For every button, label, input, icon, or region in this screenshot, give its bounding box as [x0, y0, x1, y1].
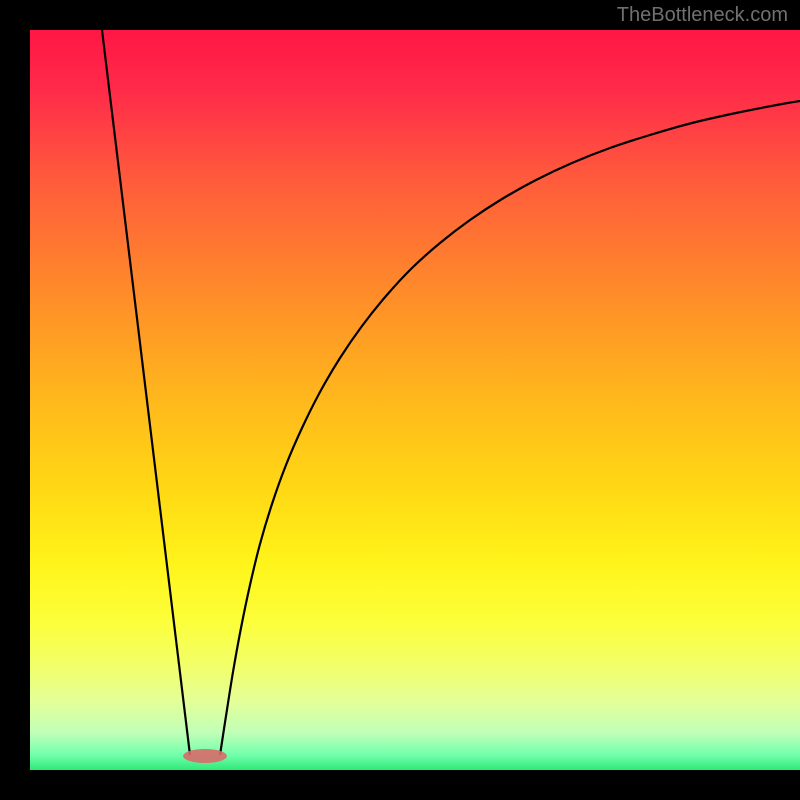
bottleneck-chart [0, 0, 800, 800]
minimum-marker [183, 749, 227, 763]
gradient-background [30, 30, 800, 770]
chart-container: TheBottleneck.com [0, 0, 800, 800]
watermark-text: TheBottleneck.com [617, 4, 788, 27]
